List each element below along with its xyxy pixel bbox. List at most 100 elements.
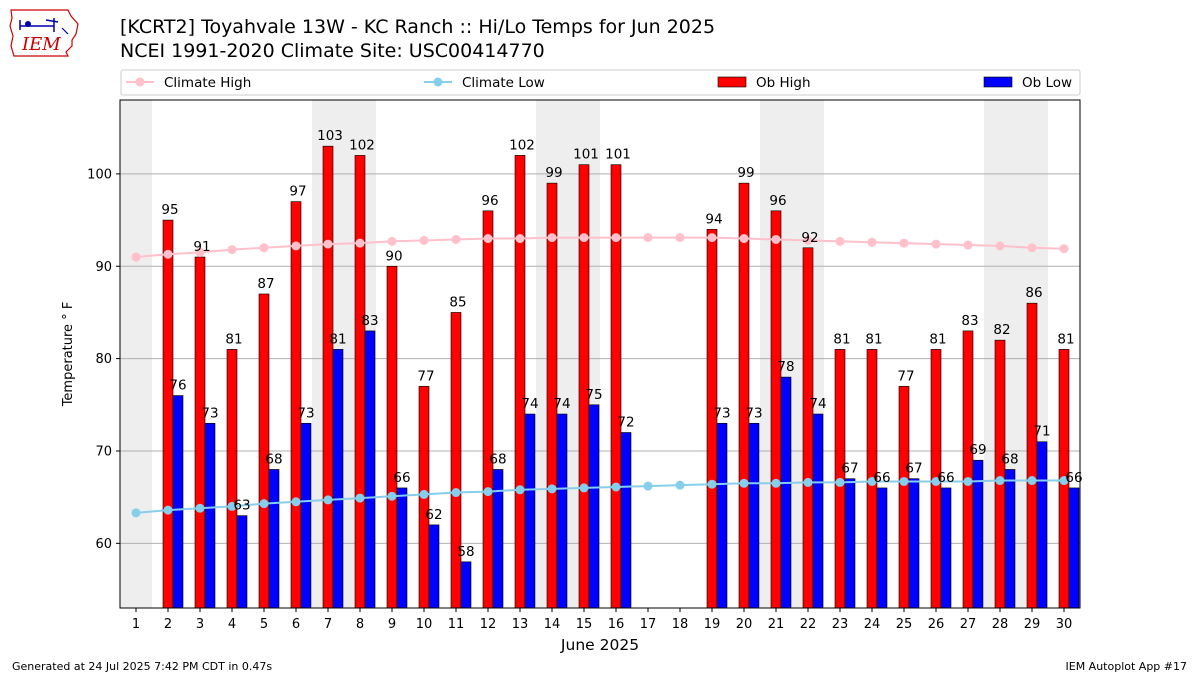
ob-high-bar-day-12 bbox=[482, 210, 494, 608]
ob-high-bar-day-14 bbox=[546, 182, 558, 608]
ob-high-bar-day-20 bbox=[738, 182, 750, 608]
ob-high-label-day-28: 82 bbox=[993, 322, 1010, 338]
x-tick-label-30: 30 bbox=[1056, 617, 1073, 632]
legend-label-ob-high: Ob High bbox=[756, 75, 811, 91]
climate-low-point-day-19 bbox=[707, 479, 717, 489]
ob-high-label-day-3: 91 bbox=[193, 239, 210, 255]
climate-high-point-day-7 bbox=[323, 239, 333, 249]
ob-low-label-day-9: 66 bbox=[393, 470, 410, 486]
climate-high-point-day-8 bbox=[355, 238, 365, 248]
climate-low-point-day-1 bbox=[131, 508, 141, 518]
ob-high-label-day-29: 86 bbox=[1025, 285, 1042, 301]
ob-high-label-day-13: 102 bbox=[509, 137, 535, 153]
climate-high-point-day-10 bbox=[419, 235, 429, 245]
ob-low-label-day-24: 66 bbox=[873, 470, 890, 486]
x-tick-label-2: 2 bbox=[164, 617, 172, 632]
ob-low-label-day-6: 73 bbox=[297, 405, 314, 421]
ob-high-label-day-24: 81 bbox=[865, 331, 882, 347]
y-tick-label-70: 70 bbox=[95, 444, 112, 459]
climate-low-point-day-9 bbox=[387, 491, 397, 501]
ob-high-label-day-22: 92 bbox=[801, 230, 818, 246]
ob-low-label-day-29: 71 bbox=[1033, 424, 1050, 440]
plot-area: 95 76 91 73 81 63 87 68 97 73 103 81 102 83 90 66 77 62 85… bbox=[120, 100, 1083, 608]
climate-low-point-day-26 bbox=[931, 476, 941, 486]
y-axis-label: Temperature ° F bbox=[61, 302, 76, 408]
x-tick-label-23: 23 bbox=[832, 617, 849, 632]
ob-low-bar-day-3 bbox=[204, 422, 216, 608]
ob-high-label-day-2: 95 bbox=[161, 202, 178, 218]
x-tick-label-7: 7 bbox=[324, 617, 332, 632]
ob-low-label-day-3: 73 bbox=[201, 405, 218, 421]
climate-low-point-day-6 bbox=[291, 497, 301, 507]
x-tick-label-6: 6 bbox=[292, 617, 300, 632]
ob-high-bar-day-13 bbox=[514, 155, 526, 608]
x-tick-label-12: 12 bbox=[480, 617, 497, 632]
app-label: IEM Autoplot App #17 bbox=[1065, 660, 1188, 673]
x-tick-label-1: 1 bbox=[132, 617, 140, 632]
ob-low-label-day-2: 76 bbox=[169, 378, 186, 394]
y-tick-label-80: 80 bbox=[95, 352, 112, 367]
climate-high-point-day-18 bbox=[675, 233, 685, 243]
x-tick-label-24: 24 bbox=[864, 617, 881, 632]
ob-high-label-day-6: 97 bbox=[289, 184, 306, 200]
climate-low-point-day-3 bbox=[195, 503, 205, 513]
ob-low-label-day-16: 72 bbox=[617, 415, 634, 431]
weekend-shade-day-1 bbox=[120, 100, 152, 608]
ob-high-label-day-23: 81 bbox=[833, 331, 850, 347]
ob-high-bar-day-6 bbox=[290, 201, 302, 608]
legend-marker-climate-high bbox=[135, 77, 145, 87]
ob-high-label-day-26: 81 bbox=[929, 331, 946, 347]
x-tick-label-9: 9 bbox=[388, 617, 396, 632]
chart-title: [KCRT2] Toyahvale 13W - KC Ranch :: Hi/L… bbox=[120, 16, 716, 38]
x-tick-label-8: 8 bbox=[356, 617, 364, 632]
ob-high-bar-day-9 bbox=[386, 265, 398, 608]
x-tick-label-18: 18 bbox=[672, 617, 689, 632]
ob-low-bar-day-23 bbox=[844, 478, 856, 608]
ob-high-label-day-20: 99 bbox=[737, 165, 754, 181]
climate-high-point-day-12 bbox=[483, 234, 493, 244]
x-tick-label-13: 13 bbox=[512, 617, 529, 632]
ob-low-bar-day-11 bbox=[460, 561, 472, 608]
x-tick-label-29: 29 bbox=[1024, 617, 1041, 632]
climate-low-point-day-28 bbox=[995, 476, 1005, 486]
x-tick-label-22: 22 bbox=[800, 617, 817, 632]
climate-low-point-day-30 bbox=[1059, 476, 1069, 486]
ob-high-label-day-16: 101 bbox=[605, 147, 631, 163]
ob-low-bar-day-20 bbox=[748, 422, 760, 608]
climate-high-point-day-26 bbox=[931, 239, 941, 249]
x-tick-label-20: 20 bbox=[736, 617, 753, 632]
ob-high-label-day-27: 83 bbox=[961, 313, 978, 329]
climate-high-point-day-19 bbox=[707, 233, 717, 243]
climate-high-point-day-15 bbox=[579, 233, 589, 243]
ob-high-bar-day-15 bbox=[578, 164, 590, 608]
ob-low-label-day-23: 67 bbox=[841, 461, 858, 477]
ob-high-bar-day-3 bbox=[194, 256, 206, 608]
climate-high-point-day-23 bbox=[835, 236, 845, 246]
ob-low-label-day-15: 75 bbox=[585, 387, 602, 403]
ob-low-bar-day-16 bbox=[620, 432, 632, 608]
climate-high-point-day-9 bbox=[387, 236, 397, 246]
plot-frame bbox=[119, 99, 1081, 609]
ob-low-bar-day-25 bbox=[908, 478, 920, 608]
logo-text: IEM bbox=[21, 34, 61, 55]
climate-low-point-day-21 bbox=[771, 478, 781, 488]
climate-high-point-day-5 bbox=[259, 243, 269, 253]
x-tick-label-15: 15 bbox=[576, 617, 593, 632]
ob-high-label-day-19: 94 bbox=[705, 211, 722, 227]
x-tick-label-11: 11 bbox=[448, 617, 465, 632]
legend-label-climate-high: Climate High bbox=[164, 75, 251, 91]
legend-label-ob-low: Ob Low bbox=[1022, 75, 1072, 91]
x-tick-label-3: 3 bbox=[196, 617, 204, 632]
ob-low-bar-day-5 bbox=[268, 469, 280, 608]
climate-high-point-day-21 bbox=[771, 234, 781, 244]
ob-high-label-day-14: 99 bbox=[545, 165, 562, 181]
climate-high-point-day-13 bbox=[515, 234, 525, 244]
x-tick-label-17: 17 bbox=[640, 617, 657, 632]
climate-high-point-day-24 bbox=[867, 237, 877, 247]
ob-high-label-day-12: 96 bbox=[481, 193, 498, 209]
ob-low-label-day-11: 58 bbox=[457, 544, 474, 560]
x-tick-label-21: 21 bbox=[768, 617, 785, 632]
climate-low-point-day-22 bbox=[803, 477, 813, 487]
ob-high-label-day-9: 90 bbox=[385, 248, 402, 264]
